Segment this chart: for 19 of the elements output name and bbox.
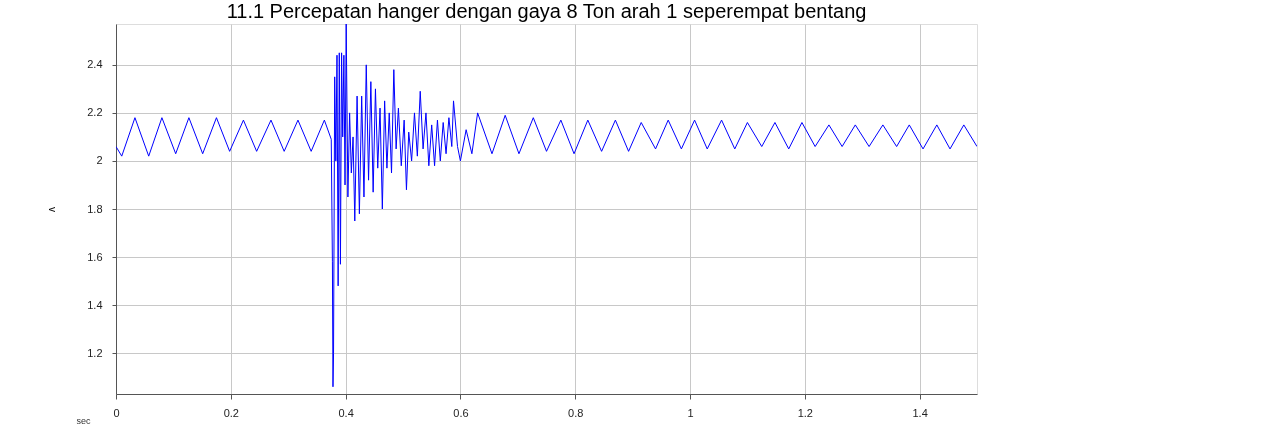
y-tick-label: 1.8: [87, 202, 103, 215]
x-tick-label: 0.8: [568, 406, 584, 419]
x-tick-label: 1: [687, 406, 694, 419]
x-tick-label: 0.6: [453, 406, 469, 419]
x-tick-label: 1.4: [912, 406, 928, 419]
x-tick-label: 0.2: [223, 406, 239, 419]
y-tick-label: 2.4: [87, 58, 103, 71]
y-tick-label: 1.2: [87, 346, 103, 359]
x-axis-title: sec: [76, 415, 92, 425]
y-axis-title: v: [47, 207, 59, 212]
x-tick-label: 0.4: [338, 406, 354, 419]
x-tick-label: 1.2: [797, 406, 813, 419]
x-tick-label: 0: [113, 406, 120, 419]
y-tick-label: 2.2: [87, 106, 103, 119]
y-tick-label: 1.4: [87, 298, 103, 311]
y-tick-label: 2: [96, 154, 103, 167]
line-series: [116, 24, 977, 388]
y-tick-label: 1.6: [87, 250, 103, 263]
chart-title: 11.1 Percepatan hanger dengan gaya 8 Ton arah 1 seperempat bentang: [226, 0, 867, 22]
